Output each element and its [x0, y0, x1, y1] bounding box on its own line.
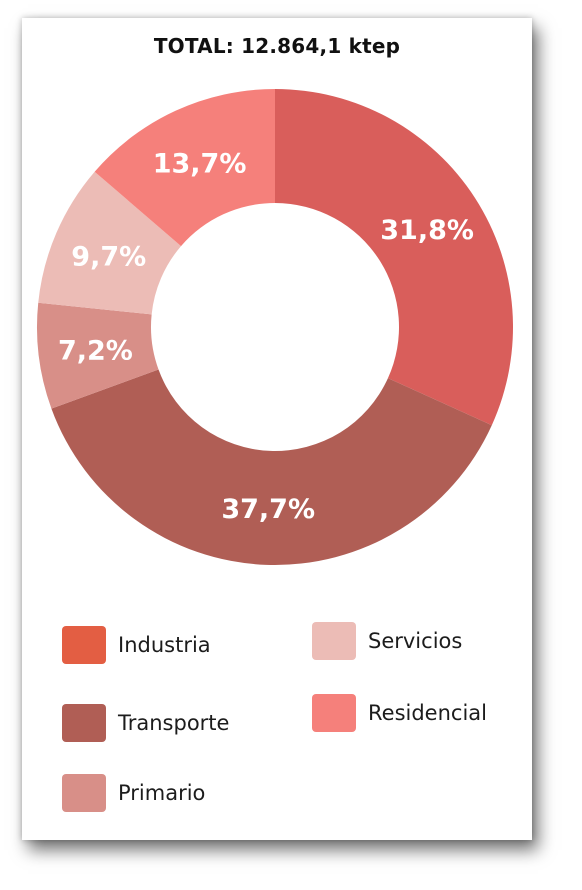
chart-title: TOTAL: 12.864,1 ktep: [153, 34, 401, 58]
slice-label-industria: 31,8%: [380, 215, 474, 246]
legend-label-industria: Industria: [118, 633, 211, 657]
slice-label-transporte: 37,7%: [221, 494, 315, 525]
chart-card: TOTAL: 12.864,1 ktep 31,8% 37,7% 7,2% 9,7% 1…: [22, 18, 532, 840]
slice-label-residencial: 13,7%: [153, 148, 247, 179]
legend-swatch-transporte: [62, 704, 106, 742]
legend-label-servicios: Servicios: [368, 629, 463, 653]
legend-swatch-servicios: [312, 622, 356, 660]
legend-swatch-residencial: [312, 694, 356, 732]
donut-slice-primario: [37, 302, 159, 409]
legend-item-residencial: Residencial: [312, 694, 487, 732]
legend-label-transporte: Transporte: [118, 711, 230, 735]
legend-item-primario: Primario: [62, 774, 205, 812]
slice-label-servicios: 9,7%: [71, 241, 146, 272]
donut-slice-transporte: [51, 369, 492, 566]
legend-swatch-industria: [62, 626, 106, 664]
donut-slice-industria: [275, 89, 513, 426]
legend-item-industria: Industria: [62, 626, 211, 664]
legend-label-residencial: Residencial: [368, 701, 487, 725]
legend-item-servicios: Servicios: [312, 622, 462, 660]
donut-slice-residencial: [94, 89, 275, 247]
slice-label-primario: 7,2%: [58, 335, 133, 366]
legend-label-primario: Primario: [118, 781, 206, 805]
donut-chart: 31,8% 37,7% 7,2% 9,7% 13,7%: [37, 89, 513, 566]
legend-item-transporte: Transporte: [62, 704, 229, 742]
donut-slice-servicios: [38, 171, 182, 315]
legend-swatch-primario: [62, 774, 106, 812]
